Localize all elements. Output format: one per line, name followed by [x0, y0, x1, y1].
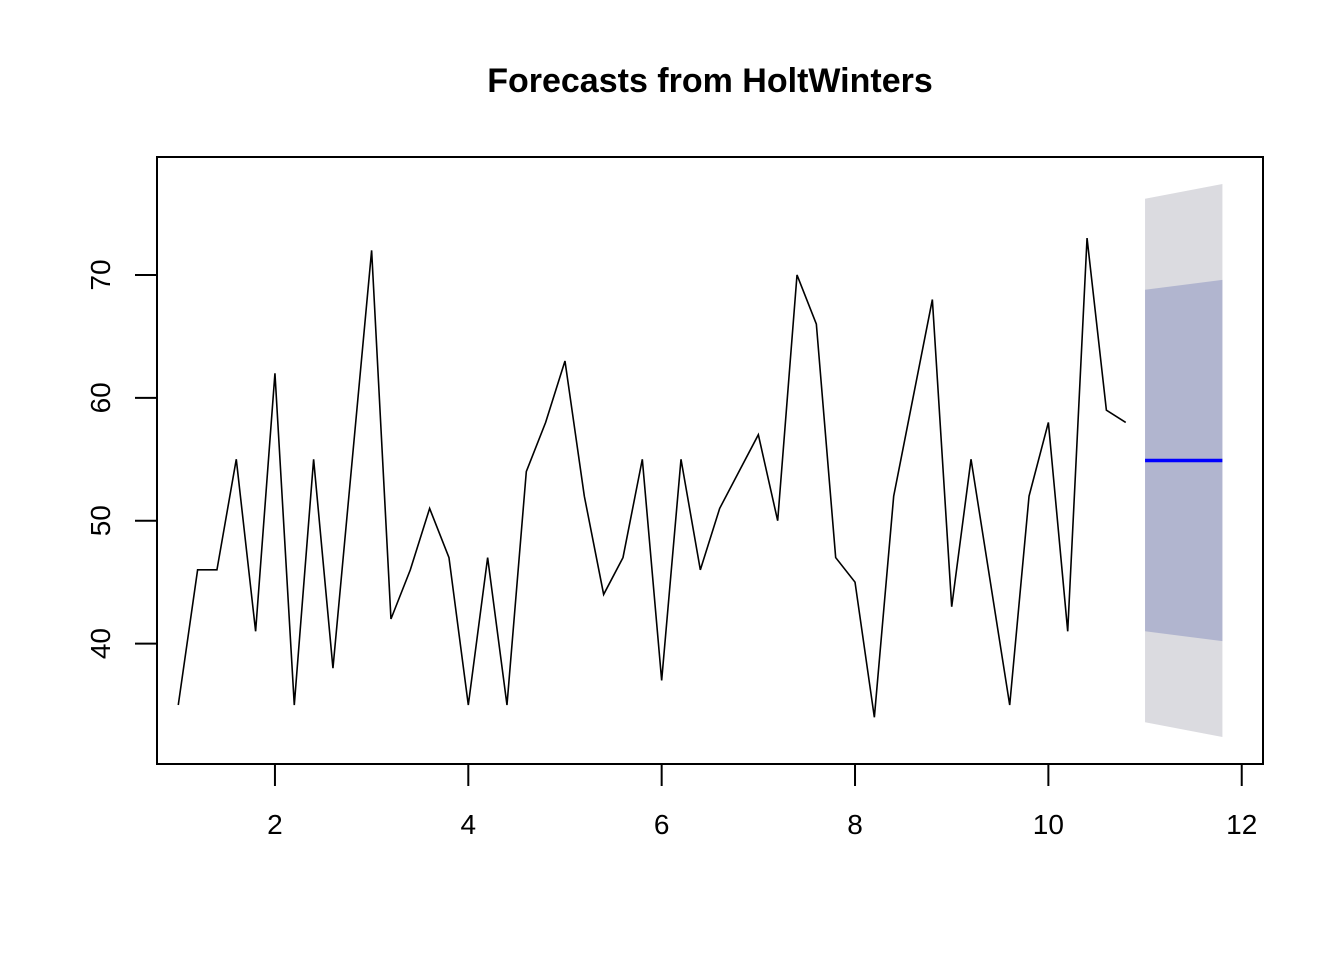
y-tick-label: 40: [85, 628, 116, 659]
observed-line: [177, 238, 1127, 718]
chart-title: Forecasts from HoltWinters: [487, 62, 933, 100]
x-tick-label: 10: [1033, 809, 1064, 840]
y-axis: 40 50 60 70: [85, 259, 158, 659]
x-axis: 2 4 6 8 10 12: [267, 763, 1257, 840]
y-tick-label: 60: [85, 382, 116, 413]
y-tick-label: 50: [85, 505, 116, 536]
x-tick-label: 6: [654, 809, 670, 840]
x-tick-label: 12: [1226, 809, 1257, 840]
y-tick-label: 70: [85, 259, 116, 290]
x-tick-label: 2: [267, 809, 283, 840]
x-tick-label: 8: [847, 809, 863, 840]
series-lines: [177, 238, 1223, 718]
x-tick-label: 4: [461, 809, 477, 840]
plot-frame: [156, 156, 1264, 765]
